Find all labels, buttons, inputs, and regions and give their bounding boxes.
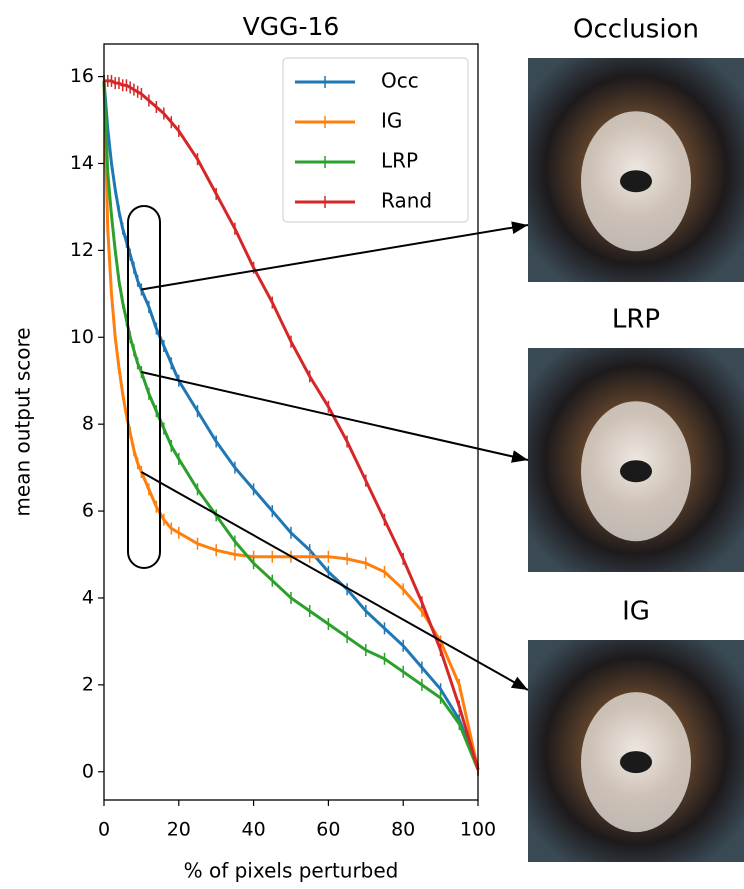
arrow: [141, 221, 529, 291]
arrow: [140, 471, 529, 691]
y-tick-label: 0: [82, 760, 94, 782]
plot-frame: [103, 43, 479, 801]
legend-label: Rand: [381, 189, 432, 213]
x-tick-label: 60: [316, 819, 340, 841]
image-title: IG: [622, 597, 650, 627]
legend-box: [282, 57, 469, 223]
x-tick-label: 20: [167, 819, 191, 841]
x-tick-label: 80: [391, 819, 415, 841]
legend-label: LRP: [381, 149, 418, 173]
y-tick-label: 4: [82, 586, 94, 608]
image-nose: [620, 170, 652, 193]
legend-label: Occ: [381, 69, 419, 93]
y-axis-label: mean output score: [11, 327, 35, 516]
image-nose: [620, 460, 652, 483]
arrow: [141, 371, 529, 463]
y-tick-label: 12: [70, 239, 94, 261]
y-tick-label: 16: [70, 65, 94, 87]
highlight-pill: [127, 205, 161, 569]
x-tick-label: 40: [242, 819, 266, 841]
image-nose: [620, 751, 652, 774]
x-axis-label: % of pixels perturbed: [184, 859, 399, 883]
chart-title: VGG-16: [243, 12, 340, 41]
legend-label: IG: [381, 109, 402, 133]
y-tick-label: 10: [70, 326, 94, 348]
y-tick-label: 8: [82, 413, 94, 435]
y-tick-label: 6: [82, 500, 94, 522]
y-tick-label: 2: [82, 673, 94, 695]
y-tick-label: 14: [70, 152, 94, 174]
x-tick-label: 0: [98, 819, 110, 841]
image-title: LRP: [612, 305, 660, 335]
image-title: Occlusion: [573, 15, 699, 45]
x-tick-label: 100: [460, 819, 496, 841]
